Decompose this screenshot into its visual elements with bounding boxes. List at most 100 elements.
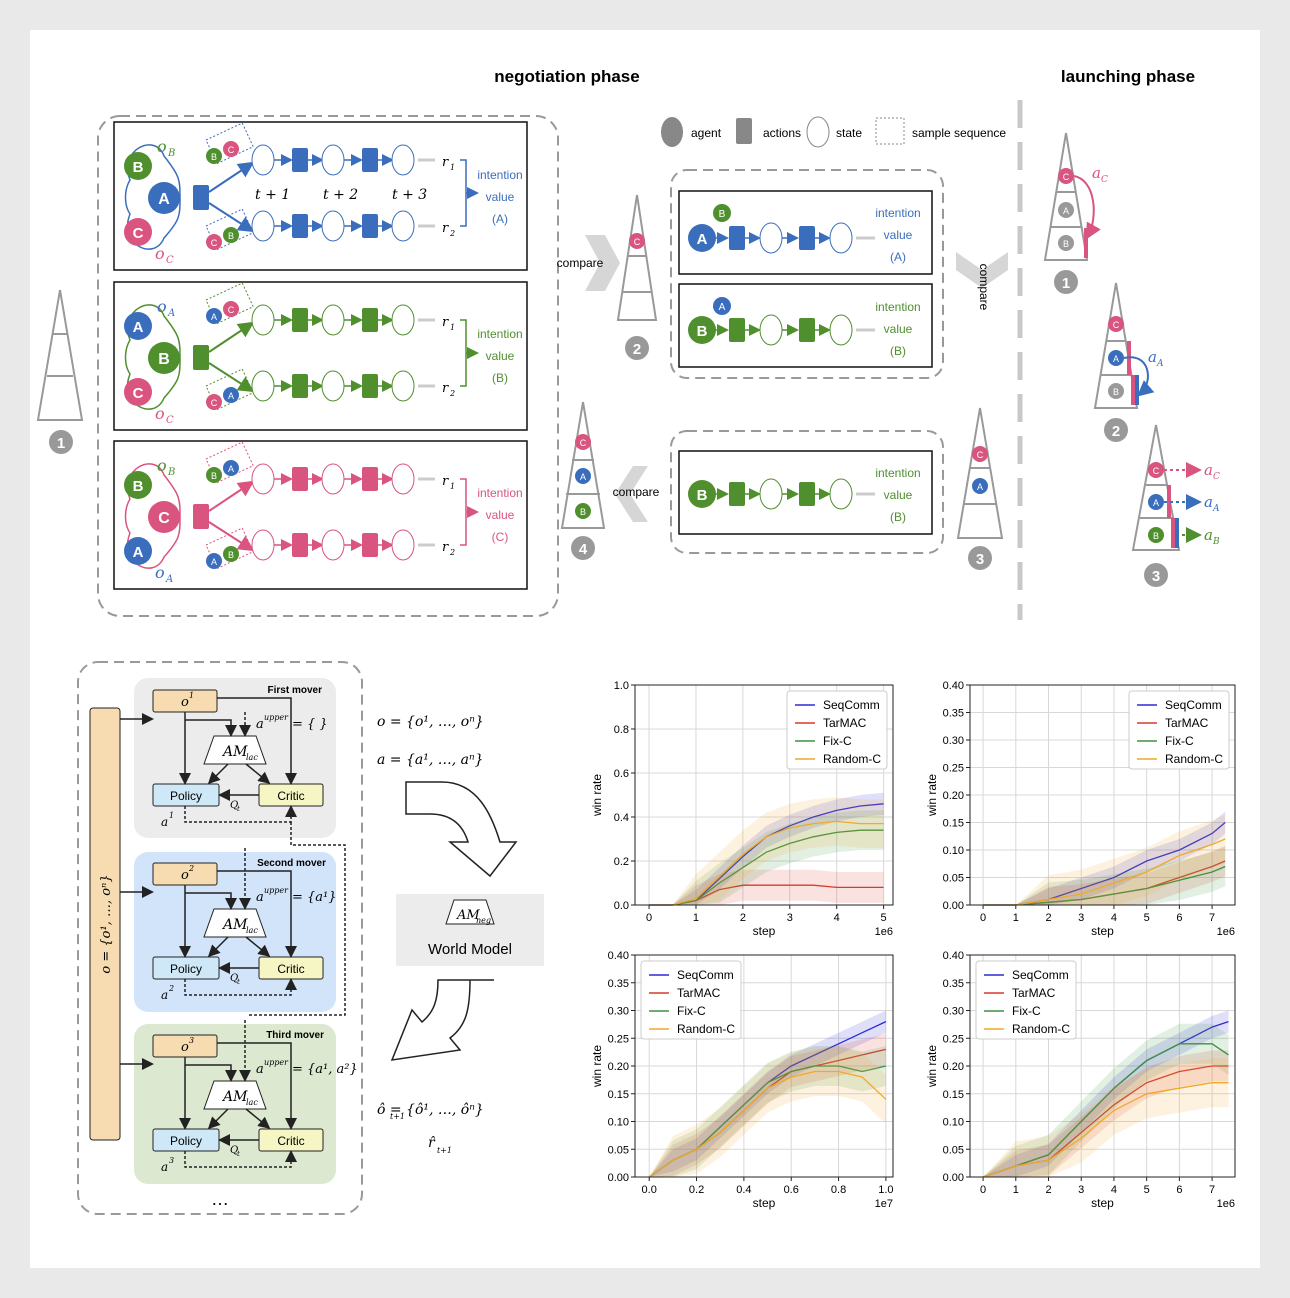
x-tick-label: 3 (1078, 1184, 1084, 1196)
compare-arrow-2: compare (956, 252, 1008, 311)
chart-win-rate-3: 0.00 0.05 0.10 0.15 0.20 0.25 0.30 0.35 0.40 0.0 0… (590, 950, 894, 1210)
svg-text:B: B (1113, 387, 1119, 397)
svg-text:Q: Q (230, 800, 238, 811)
legend-box (640, 960, 742, 1040)
svg-text:value: value (486, 349, 515, 363)
svg-text:intention: intention (875, 300, 920, 314)
y-axis-label: win rate (925, 774, 939, 817)
x-tick-label: 1 (1013, 1184, 1019, 1196)
svg-text:B: B (1153, 531, 1159, 541)
figure-svg: negotiation phase launching phase agent … (36, 67, 1236, 1215)
svg-text:B: B (167, 467, 175, 478)
x-tick-label: 2 (740, 912, 746, 924)
launching-phase-heading: launching phase (1061, 67, 1195, 86)
svg-text:Policy: Policy (170, 789, 202, 803)
y-tick-label: 0.30 (608, 1006, 629, 1018)
series-line-random-c (649, 820, 884, 906)
svg-text:3: 3 (169, 1156, 174, 1165)
negotiation-phase-heading: negotiation phase (494, 67, 639, 86)
series-band-random-c (649, 797, 884, 905)
svg-text:B: B (1212, 537, 1220, 547)
svg-text:Policy: Policy (170, 962, 202, 976)
negotiation-round-2-box (670, 169, 944, 379)
svg-text:(B): (B) (492, 371, 508, 385)
svg-text:value: value (884, 488, 913, 502)
x-tick-label: 7 (1209, 1184, 1215, 1196)
svg-text:r: r (442, 155, 449, 170)
series-band-seqcomm (649, 1010, 886, 1177)
y-tick-label: 0.40 (608, 950, 629, 962)
svg-text:3: 3 (1152, 568, 1160, 585)
launch-tower-2: C A B a A 2 (1093, 282, 1164, 442)
y-tick-label: 0.0 (614, 900, 629, 912)
x-tick-label: 4 (1111, 912, 1117, 924)
svg-text:a: a (161, 1160, 168, 1174)
agent-a (148, 182, 180, 214)
svg-text:B: B (228, 550, 234, 560)
svg-text:a: a (256, 1062, 264, 1077)
svg-text:C: C (166, 255, 174, 266)
svg-text:Critic: Critic (277, 789, 304, 803)
svg-text:2: 2 (449, 548, 455, 557)
svg-text:A: A (719, 302, 726, 313)
y-tick-label: 0.05 (943, 1144, 964, 1156)
intention-panel-2a: A B intention value (A) (678, 190, 933, 275)
svg-text:A: A (211, 312, 217, 322)
series-line-fix-c (982, 1043, 1229, 1178)
legend-label: Random-C (1012, 1022, 1070, 1036)
x-scale-label: 1e6 (1217, 1198, 1235, 1210)
x-tick-label: 6 (1176, 1184, 1182, 1196)
y-tick-label: 0.25 (943, 763, 964, 775)
svg-text:o: o (155, 244, 165, 263)
svg-text:1: 1 (450, 163, 455, 172)
world-model-label: World Model (428, 941, 512, 958)
svg-text:r: r (442, 381, 449, 396)
svg-text:A: A (211, 557, 217, 567)
svg-text:o: o (157, 297, 167, 316)
eq-next-obs: ô = {ô¹, …, ôⁿ} (377, 1102, 484, 1118)
svg-text:First mover: First mover (268, 685, 323, 696)
svg-text:B: B (133, 478, 144, 495)
svg-text:AM: AM (221, 744, 248, 760)
x-tick-label: 0 (980, 912, 986, 924)
y-tick-label: 0.20 (943, 1061, 964, 1073)
plot-frame (969, 684, 1236, 906)
svg-text:r: r (442, 474, 449, 489)
svg-text:B: B (211, 471, 217, 481)
svg-text:o: o (155, 404, 165, 423)
am-neg-trapezoid (445, 899, 495, 925)
plot-frame (969, 954, 1236, 1178)
y-tick-label: 1.0 (614, 680, 629, 692)
svg-text:A: A (580, 472, 586, 482)
svg-text:3: 3 (976, 551, 984, 568)
svg-text:o = {o¹, …, oⁿ}: o = {o¹, …, oⁿ} (99, 874, 114, 973)
svg-text:intention: intention (875, 466, 920, 480)
legend-label: Random-C (677, 1022, 735, 1036)
svg-text:r: r (442, 221, 449, 236)
svg-text:B: B (167, 148, 175, 159)
x-tick-label: 6 (1176, 912, 1182, 924)
y-tick-label: 0.25 (608, 1033, 629, 1045)
svg-text:a: a (161, 815, 168, 829)
svg-text:a: a (256, 890, 264, 905)
svg-text:C: C (580, 438, 587, 448)
initial-tower: 1 (36, 289, 84, 454)
svg-text:A: A (977, 482, 983, 492)
y-tick-label: 0.15 (943, 818, 964, 830)
legend-state: state (836, 126, 862, 140)
time-label-t3: t + 3 (392, 187, 427, 203)
y-axis-label: win rate (590, 1045, 604, 1088)
svg-text:A: A (228, 391, 234, 401)
svg-text:t: t (237, 978, 240, 986)
svg-text:4: 4 (579, 541, 588, 558)
svg-text:a: a (1204, 526, 1213, 544)
chart-win-rate-1: 0.0 0.2 0.4 0.6 0.8 1.0 0 1 2 3 4 5 step win rate 1e6 S… (590, 680, 894, 938)
eq-action: a = {a¹, …, aⁿ} (377, 752, 484, 768)
action-a (193, 185, 209, 210)
y-tick-label: 0.35 (608, 978, 629, 990)
launch-tower-1: C A B a C 1 (1043, 132, 1108, 294)
svg-text:compare: compare (557, 256, 604, 270)
flow-arrow-back (390, 979, 494, 1061)
svg-text:C: C (133, 385, 144, 402)
legend-label: Random-C (1165, 752, 1223, 766)
